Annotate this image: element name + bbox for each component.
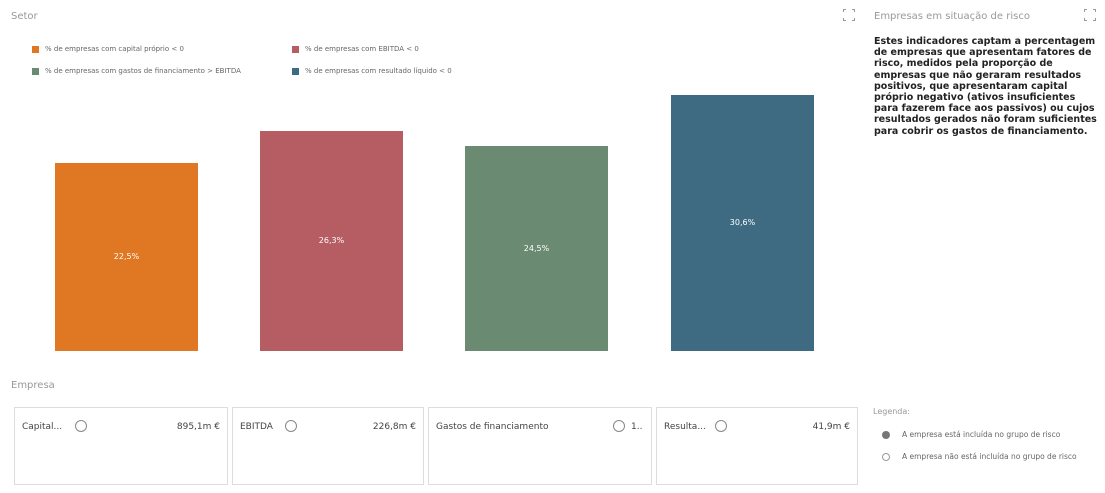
kpi-card-ebitda[interactable]: EBITDA 226,8m € [232,407,424,485]
filled-circle-icon [882,430,890,439]
radio-icon[interactable] [75,420,87,432]
legend-swatch [292,67,299,75]
card-value: 895,1m € [176,422,220,432]
kpi-card-capital[interactable]: Capital... 895,1m € [14,407,228,485]
card-value: 41,9m € [812,422,850,432]
legend-swatch [292,45,299,53]
sector-title: Setor [11,11,38,22]
expand-icon[interactable] [1084,9,1096,21]
kpi-card-financing[interactable]: Gastos de financiamento 1.. [428,407,652,485]
sector-panel: Setor % de empresas com capital próprio … [11,9,855,351]
legend-item-net-result[interactable]: % de empresas com resultado líquido < 0 [292,67,452,75]
expand-icon[interactable] [843,9,855,21]
legend-item-capital[interactable]: % de empresas com capital próprio < 0 [32,45,184,53]
legend-text: A empresa não está incluída no grupo de … [902,452,1077,461]
bar-capital[interactable]: 22,5% [55,162,198,351]
card-name: EBITDA [240,422,273,432]
legend-label: % de empresas com capital próprio < 0 [45,45,184,53]
company-panel: Empresa Capital... 895,1m € EBITDA 226,8… [0,372,862,493]
radio-icon[interactable] [715,420,727,432]
legend-item-financing[interactable]: % de empresas com gastos de financiament… [32,67,241,75]
bar-ebitda[interactable]: 26,3% [260,131,403,351]
legend-label: % de empresas com resultado líquido < 0 [305,67,452,75]
bar-data-label: 22,5% [113,251,140,261]
legend-row-not-in-group: A empresa não está incluída no grupo de … [882,452,1077,461]
card-value: 226,8m € [372,422,416,432]
kpi-card-net-result[interactable]: Resulta... 41,9m € [656,407,858,485]
legend-row-in-group: A empresa está incluída no grupo de risc… [882,430,1060,439]
legend-swatch [32,45,39,53]
legend-label: % de empresas com gastos de financiament… [45,67,241,75]
legend-text: A empresa está incluída no grupo de risc… [902,430,1061,439]
company-title: Empresa [11,380,55,391]
legend-label: % de empresas com EBITDA < 0 [305,45,419,53]
legend-swatch [32,67,39,75]
bar-data-label: 26,3% [318,236,345,246]
legend-panel: Legenda: A empresa está incluída no grup… [866,372,1105,493]
radio-icon[interactable] [613,420,625,432]
bar-data-label: 30,6% [729,218,756,228]
risk-title: Empresas em situação de risco [874,11,1030,22]
card-name: Resulta... [664,422,706,432]
bar-financing[interactable]: 24,5% [465,146,608,351]
card-name: Capital... [22,422,63,432]
card-value: 1.. [631,422,643,432]
risk-panel: Empresas em situação de risco Estes indi… [866,0,1105,368]
risk-description: Estes indicadores captam a percentagem d… [874,36,1097,137]
card-name: Gastos de financiamento [436,422,549,432]
bar-net-result[interactable]: 30,6% [671,95,814,351]
radio-icon[interactable] [285,420,297,432]
legend-title: Legenda: [873,407,910,416]
legend-item-ebitda[interactable]: % de empresas com EBITDA < 0 [292,45,419,53]
bar-data-label: 24,5% [523,243,550,253]
empty-circle-icon [882,452,890,461]
